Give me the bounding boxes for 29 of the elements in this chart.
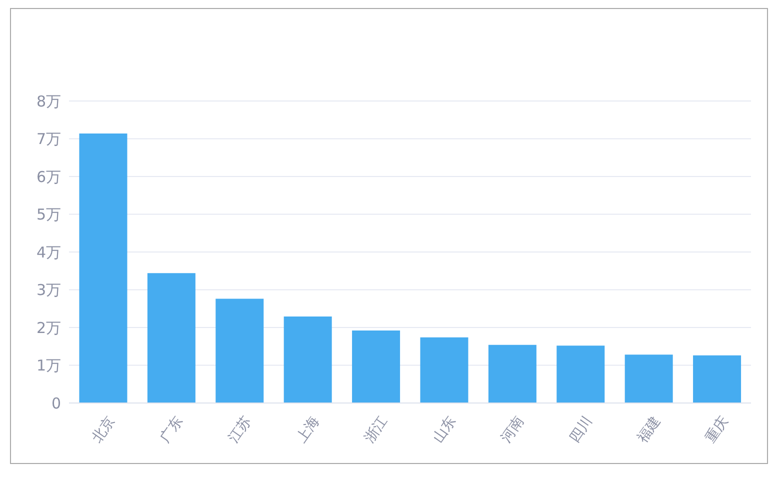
bar: [420, 337, 468, 403]
bar: [352, 330, 400, 403]
bar: [216, 298, 264, 403]
y-tick-label: 6万: [36, 168, 61, 186]
y-tick-label: 2万: [36, 318, 61, 337]
x-tick-label: 山东: [430, 414, 460, 446]
x-tick-label: 北京: [89, 414, 118, 446]
x-tick-label: 上海: [294, 414, 323, 446]
y-tick-label: 3万: [36, 281, 61, 300]
bar: [284, 316, 332, 403]
x-tick-label: 江苏: [225, 414, 255, 446]
y-tick-label: 4万: [36, 243, 61, 262]
x-tick-label: 福建: [634, 414, 664, 446]
bar: [624, 354, 673, 403]
y-tick-label: 0: [51, 394, 61, 412]
x-tick-label: 浙江: [362, 414, 392, 446]
bar: [147, 273, 196, 403]
bar: [693, 355, 742, 403]
y-tick-label: 7万: [36, 130, 61, 148]
bar: [79, 133, 128, 403]
x-tick-label: 重庆: [702, 414, 732, 446]
bar: [488, 344, 536, 403]
y-tick-label: 8万: [36, 92, 61, 110]
x-tick-label: 河南: [498, 414, 528, 446]
y-tick-label: 1万: [36, 356, 61, 375]
x-tick-label: 广东: [157, 414, 186, 446]
y-tick-label: 5万: [36, 206, 61, 224]
bar: [556, 346, 605, 403]
x-tick-label: 四川: [566, 414, 596, 446]
